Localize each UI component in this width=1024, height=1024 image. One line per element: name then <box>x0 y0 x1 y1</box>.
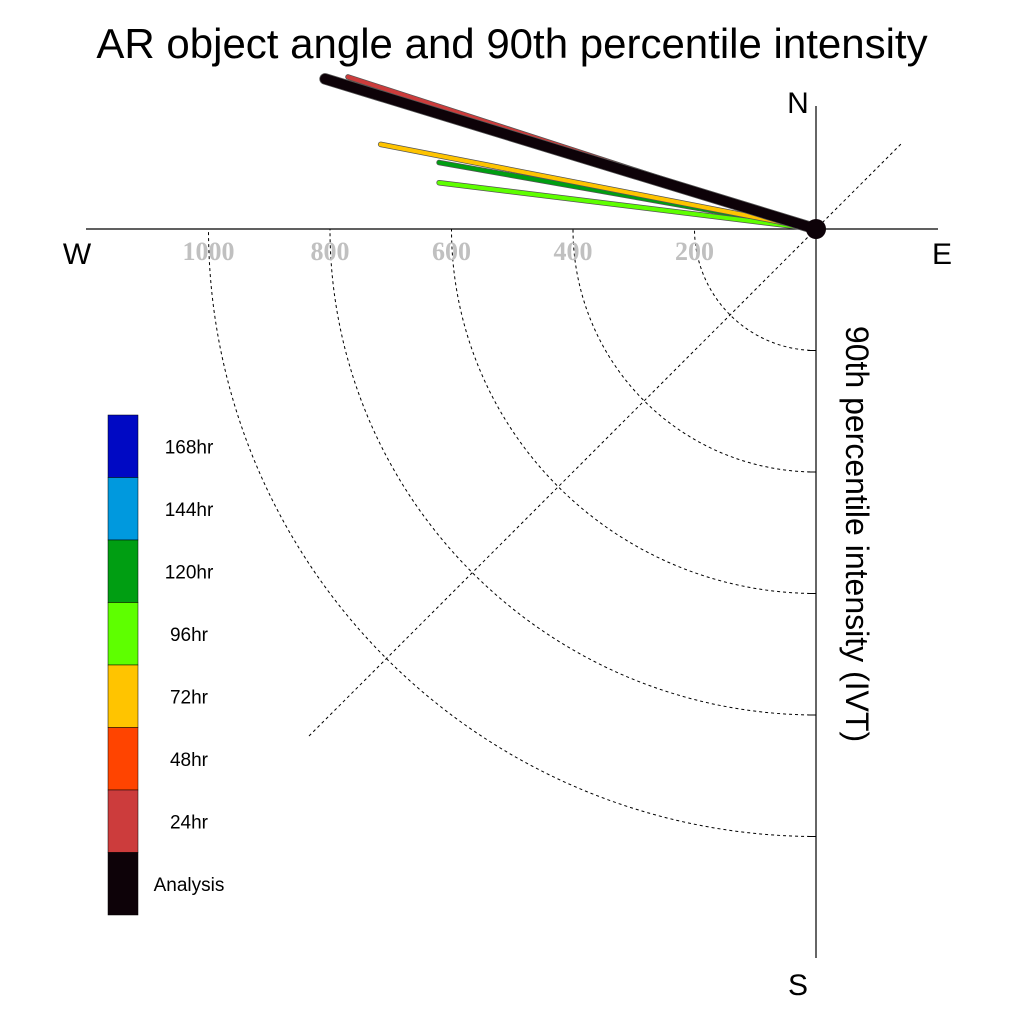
compass-east-label: E <box>932 238 952 271</box>
vector-72hr <box>378 142 818 231</box>
legend-label-72hr: 72hr <box>170 687 209 708</box>
radial-tick-1000: 1000 <box>183 237 235 266</box>
legend-swatch-96hr <box>107 602 139 666</box>
legend-swatch-168hr <box>107 414 139 478</box>
legend-label-analysis: Analysis <box>154 875 225 896</box>
legend-label-24hr: 24hr <box>170 812 209 833</box>
legend-swatch-120hr <box>107 539 139 603</box>
grid-arc-600 <box>451 228 817 594</box>
radial-tick-labels: 1000 800 600 400 200 <box>183 237 715 266</box>
legend-label-168hr: 168hr <box>165 437 214 458</box>
radial-tick-200: 200 <box>675 237 714 266</box>
compass-west-label: W <box>63 238 92 271</box>
y-axis-label: 90th percentile intensity (IVT) <box>839 326 875 742</box>
radial-tick-400: 400 <box>554 237 593 266</box>
legend: 168hr 144hr 120hr 96hr 72hr 48hr 24hr Analysis <box>107 414 225 916</box>
origin-marker <box>806 219 826 239</box>
polar-grid <box>208 143 902 837</box>
grid-arc-400 <box>572 228 817 473</box>
radial-tick-600: 600 <box>432 237 471 266</box>
legend-label-120hr: 120hr <box>165 562 214 583</box>
legend-label-96hr: 96hr <box>170 625 209 646</box>
grid-diagonal <box>306 143 902 739</box>
legend-label-48hr: 48hr <box>170 750 209 771</box>
vector-series <box>319 73 822 235</box>
vector-analysis <box>320 73 821 234</box>
compass-south-label: S <box>788 969 808 1002</box>
legend-swatch-analysis <box>107 852 139 916</box>
vector-96hr <box>437 180 818 231</box>
compass-north-label: N <box>787 87 809 120</box>
grid-arc-1000 <box>208 228 817 837</box>
legend-swatch-144hr <box>107 477 139 541</box>
radial-tick-800: 800 <box>311 237 350 266</box>
legend-swatch-48hr <box>107 727 139 791</box>
grid-arc-200 <box>694 228 817 351</box>
chart-title: AR object angle and 90th percentile inte… <box>96 20 927 67</box>
legend-swatch-24hr <box>107 789 139 853</box>
legend-label-144hr: 144hr <box>165 500 214 521</box>
legend-swatch-72hr <box>107 664 139 728</box>
grid-arc-800 <box>329 228 817 716</box>
